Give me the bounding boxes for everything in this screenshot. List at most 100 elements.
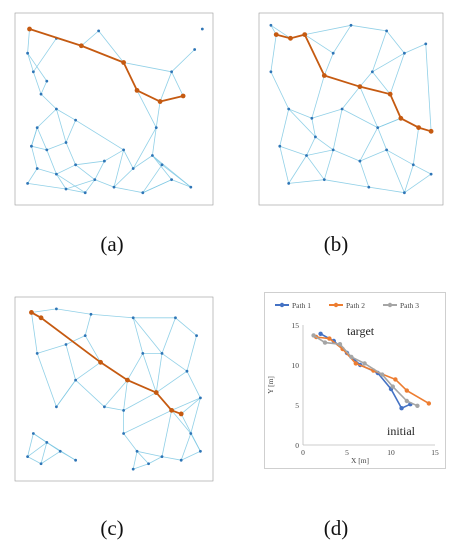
network-edge (186, 371, 201, 399)
network-edge (94, 160, 105, 180)
series-point-path-1 (318, 331, 323, 336)
network-node (122, 148, 125, 152)
network-edge (40, 450, 61, 465)
network-edge (142, 179, 172, 194)
network-edge (306, 149, 334, 156)
network-node (74, 458, 77, 462)
network-node (55, 172, 58, 176)
network-edge (136, 451, 149, 465)
x-tick-label: 5 (345, 448, 349, 457)
network-edge (132, 317, 144, 354)
network-node (199, 396, 202, 400)
network-edge (389, 53, 405, 95)
series-point-path-3 (415, 403, 420, 408)
network-edge (132, 155, 153, 169)
network-node (26, 455, 29, 459)
network-node (31, 70, 35, 74)
planned-path (29, 28, 184, 103)
network-node (131, 467, 135, 471)
series-line-path-1 (320, 333, 411, 410)
network-edge (37, 344, 67, 354)
network-node (403, 51, 406, 55)
network-edge (350, 24, 387, 32)
path-node (121, 60, 126, 65)
path-node (125, 377, 130, 383)
network-node (278, 144, 282, 148)
network-edge (404, 173, 432, 194)
legend-label-path-3: Path 3 (400, 301, 419, 310)
network-node (174, 316, 177, 320)
network-node (122, 408, 125, 412)
network-node (147, 462, 150, 466)
network-node (30, 144, 33, 148)
network-node (287, 182, 291, 185)
network-edge (33, 38, 57, 73)
network-edge (148, 456, 163, 465)
network-edge (386, 149, 414, 166)
network-node (160, 163, 164, 167)
x-axis-label: X [m] (351, 456, 369, 465)
path-node (98, 359, 103, 365)
network-node (160, 352, 164, 355)
network-node (26, 51, 29, 55)
network-node (403, 191, 406, 195)
network-edge (161, 456, 182, 461)
network-node (64, 141, 68, 144)
network-edge (413, 164, 432, 175)
network-edge (123, 433, 138, 452)
path-chart-svg: Path 1 Path 2 Path 3 0 5 10 15 0 5 10 15 target… (266, 301, 439, 465)
panel-frame (258, 12, 444, 206)
network-edge (288, 179, 325, 184)
network-edge (56, 108, 67, 143)
network-edge (27, 183, 67, 190)
network-edge (104, 149, 124, 162)
network-panel-b (258, 12, 444, 206)
network-node (55, 405, 58, 409)
network-node (185, 369, 189, 373)
network-edge (404, 43, 426, 54)
network-edge (306, 155, 325, 180)
network-edge (161, 353, 188, 372)
network-edge (288, 108, 316, 138)
network-edge (270, 71, 290, 110)
planned-path (276, 33, 432, 133)
network-node (131, 167, 135, 170)
network-edge (65, 142, 76, 165)
network-edge (279, 145, 307, 156)
network-node (35, 352, 39, 355)
network-edge (32, 71, 42, 95)
network-edge (65, 335, 86, 345)
network-edge (386, 30, 405, 54)
network-node (193, 48, 197, 51)
path-node (180, 93, 186, 99)
network-edge (75, 160, 105, 166)
network-panel-c (14, 296, 214, 482)
network-node (314, 135, 317, 139)
network-edge (36, 127, 48, 151)
network-node (31, 432, 35, 435)
network-edge (94, 179, 115, 188)
series-point-path-2 (327, 336, 332, 341)
chart-series (311, 331, 432, 411)
network-edge (56, 173, 67, 190)
network-node (189, 432, 193, 435)
network-node (64, 343, 68, 346)
network-edge (371, 30, 387, 72)
network-edge (98, 30, 124, 63)
network-edge (156, 370, 188, 393)
x-tick-label: 10 (387, 448, 395, 457)
network-edge (288, 155, 307, 184)
network-node (26, 182, 29, 185)
network-edge (31, 146, 38, 169)
caption-a: (a) (100, 232, 124, 256)
network-edge (123, 149, 134, 169)
network-edge (171, 397, 201, 411)
network-node (287, 107, 291, 111)
network-edge (332, 25, 352, 54)
network-edge (181, 450, 201, 461)
network-edge (132, 317, 163, 354)
network-edge (65, 344, 76, 381)
network-node (64, 187, 68, 191)
network-edge (341, 86, 361, 110)
network-edge (359, 71, 373, 87)
